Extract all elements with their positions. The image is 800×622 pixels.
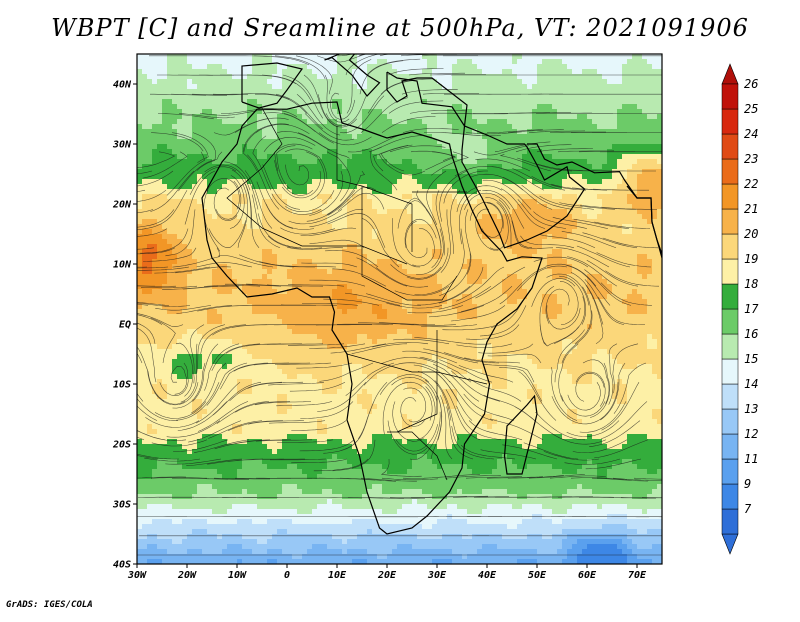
lon-tick-label: 50E [528,570,547,581]
lat-tick-label: EQ [119,320,131,331]
credit-label: GrADS: IGES/COLA [6,600,93,610]
colorbar-label: 17 [744,302,759,316]
colorbar: 7 9 11 12 13 14 15 16 17 18 19 20 21 22 23 24 25 26 [722,64,759,554]
colorbar-segment [722,484,738,509]
colorbar-high-arrow [722,64,738,84]
colorbar-segment [722,234,738,259]
wbpt-field [137,54,663,565]
colorbar-label: 22 [744,177,758,191]
colorbar-segment [722,359,738,384]
colorbar-label: 13 [744,402,758,416]
colorbar-segment [722,309,738,334]
lon-tick-label: 30W [127,570,147,581]
colorbar-label: 19 [744,252,758,266]
colorbar-segment [722,284,738,309]
colorbar-segment [722,109,738,134]
lat-tick-label: 20S [112,440,131,451]
colorbar-segment [722,459,738,484]
lon-tick-label: 20W [177,570,197,581]
lat-tick-label: 40S [113,560,131,571]
lon-tick-label: 10E [328,570,347,581]
lon-tick-label: 30E [427,570,447,581]
colorbar-segment [722,334,738,359]
colorbar-segment [722,409,738,434]
colorbar-label: 16 [744,327,758,341]
lat-tick-label: 40N [113,80,132,91]
colorbar-label: 12 [744,427,758,441]
colorbar-label: 25 [744,102,758,116]
colorbar-label: 18 [744,277,758,291]
lat-tick-label: 10N [113,260,132,271]
colorbar-label: 9 [744,477,751,491]
lat-tick-label: 20N [112,200,132,211]
lon-tick-label: 60E [578,570,597,581]
lat-tick-label: 30N [112,140,132,151]
colorbar-label: 7 [744,502,752,516]
colorbar-segment [722,134,738,159]
colorbar-label: 21 [744,202,758,216]
colorbar-segment [722,184,738,209]
lon-tick-label: 20E [377,570,397,581]
lat-tick-label: 30S [112,500,131,511]
colorbar-low-arrow [722,534,738,554]
colorbar-label: 20 [744,227,758,241]
lat-tick-label: 10S [113,380,131,391]
lon-tick-label: 70E [628,570,647,581]
colorbar-segment [722,434,738,459]
colorbar-segment [722,159,738,184]
colorbar-segment [722,259,738,284]
colorbar-segment [722,384,738,409]
colorbar-label: 23 [744,152,758,166]
colorbar-segment [722,509,738,534]
lon-tick-label: 40E [478,570,497,581]
colorbar-label: 14 [744,377,758,391]
colorbar-label: 24 [744,127,758,141]
lon-tick-label: 0 [284,570,290,581]
colorbar-label: 26 [744,77,758,91]
colorbar-label: 11 [744,452,758,466]
colorbar-segment [722,209,738,234]
lon-tick-label: 10W [228,570,247,581]
colorbar-segment [722,84,738,109]
colorbar-label: 15 [744,352,758,366]
